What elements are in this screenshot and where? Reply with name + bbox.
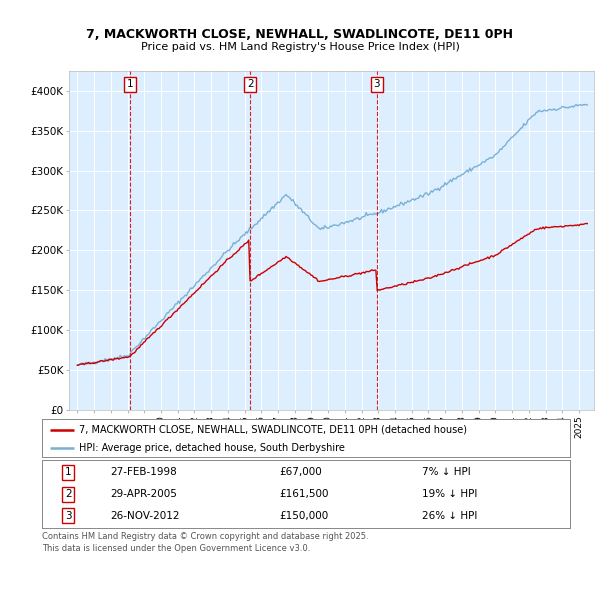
Text: 19% ↓ HPI: 19% ↓ HPI <box>422 489 478 499</box>
Text: £161,500: £161,500 <box>280 489 329 499</box>
Text: 3: 3 <box>373 80 380 89</box>
Text: 29-APR-2005: 29-APR-2005 <box>110 489 178 499</box>
Text: 2: 2 <box>65 489 72 499</box>
Text: Contains HM Land Registry data © Crown copyright and database right 2025.
This d: Contains HM Land Registry data © Crown c… <box>42 532 368 553</box>
Text: 7, MACKWORTH CLOSE, NEWHALL, SWADLINCOTE, DE11 0PH (detached house): 7, MACKWORTH CLOSE, NEWHALL, SWADLINCOTE… <box>79 425 467 435</box>
Text: 2: 2 <box>247 80 253 89</box>
Text: 1: 1 <box>127 80 133 89</box>
Text: £67,000: £67,000 <box>280 467 322 477</box>
Text: HPI: Average price, detached house, South Derbyshire: HPI: Average price, detached house, Sout… <box>79 442 345 453</box>
Text: 3: 3 <box>65 511 72 521</box>
Text: 7% ↓ HPI: 7% ↓ HPI <box>422 467 471 477</box>
Text: £150,000: £150,000 <box>280 511 329 521</box>
Text: 27-FEB-1998: 27-FEB-1998 <box>110 467 178 477</box>
Text: 26-NOV-2012: 26-NOV-2012 <box>110 511 180 521</box>
Text: 7, MACKWORTH CLOSE, NEWHALL, SWADLINCOTE, DE11 0PH: 7, MACKWORTH CLOSE, NEWHALL, SWADLINCOTE… <box>86 28 514 41</box>
Text: 26% ↓ HPI: 26% ↓ HPI <box>422 511 478 521</box>
Text: Price paid vs. HM Land Registry's House Price Index (HPI): Price paid vs. HM Land Registry's House … <box>140 42 460 51</box>
Text: 1: 1 <box>65 467 72 477</box>
